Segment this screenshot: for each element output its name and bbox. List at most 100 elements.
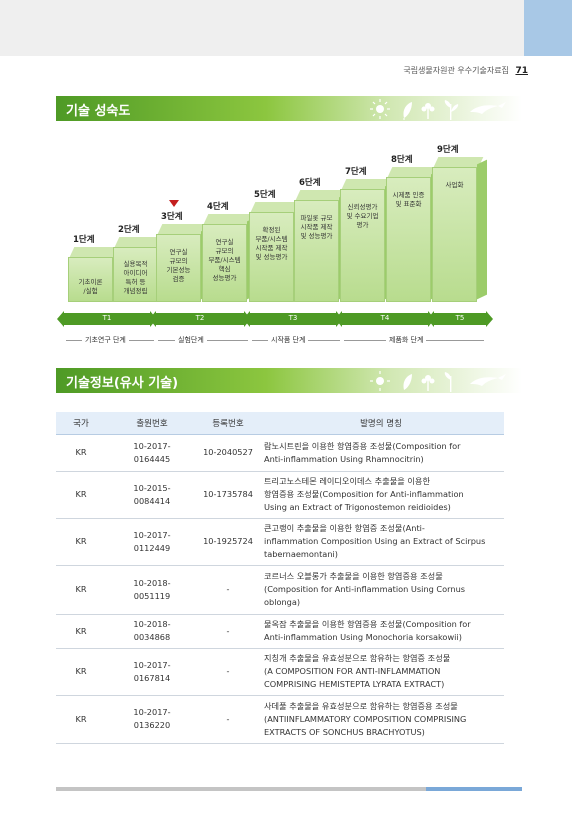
phase-bar-label: T4 [380, 314, 390, 322]
phase-label: 시작품 단계 [268, 335, 309, 345]
top-band [0, 0, 572, 56]
stage-description-line: 특허 등 [125, 278, 146, 286]
cell-invention-title: 코르너스 오블롱가 추출물을 이용한 항염증용 조성물 (Composition … [258, 565, 504, 615]
arrow-right-icon [486, 311, 493, 327]
stage-front-face [156, 234, 201, 302]
phase-label: 실험단계 [175, 335, 207, 345]
application-no-line: 0164445 [133, 453, 171, 464]
footer-line [56, 787, 522, 791]
stage-front-face [386, 177, 431, 302]
application-no-line: 0167814 [133, 672, 171, 683]
invention-title-line: 지칭개 추출물을 유효성분으로 함유하는 항염증 조성물 [264, 653, 451, 663]
bird-icon [470, 374, 506, 386]
invention-title-line: tabernaemontani) [264, 549, 338, 559]
stage-top-face [69, 247, 120, 257]
invention-title-line: Anti-inflammation Using Rhamnocitrin) [264, 453, 424, 464]
plant-icon [444, 372, 452, 392]
application-no-line: 0051119 [133, 590, 171, 601]
table-row: KR 10-2017- 0112449 10-1925724 큰고랭이 추출물을 이용한… [56, 518, 504, 566]
cell-application-no: 10-2018- 0051119 [106, 565, 198, 615]
arrow-left-icon [149, 311, 156, 327]
stage-description-line: 검증 [172, 275, 185, 283]
cell-country: KR [56, 518, 106, 566]
page-number: 71 [515, 66, 528, 76]
header-registration-no: 등록번호 [198, 412, 258, 435]
stage-top-face [433, 157, 484, 167]
stage-label: 7단계 [345, 167, 367, 177]
stage-description-line: 실용목적 [123, 260, 148, 268]
phase-label: 제품화 단계 [386, 335, 427, 345]
plant-icon [444, 100, 459, 120]
invention-title-line: 물옥잠 추출물을 이용한 항염증용 조성물(Composition for [264, 619, 471, 629]
stage-description-line: 시작품 제작 [255, 244, 288, 252]
stage-description-line: 평가 [356, 221, 369, 229]
sun-icon [370, 371, 390, 391]
stage-description-line: 규모의 [215, 247, 234, 255]
stage-description-line: 및 성능평가 [255, 253, 288, 261]
stage-description-line: 사업화 [445, 181, 464, 189]
stage-description-line: 시작품 제작 [300, 223, 333, 231]
phase-bar-label: T2 [195, 314, 205, 322]
application-no-line: 10-2017- [133, 707, 171, 717]
stage-label: 6단계 [299, 178, 321, 188]
top-accent-block [524, 0, 572, 56]
invention-title-line: EXTRACTS OF SONCHUS BRACHYOTUS) [264, 726, 425, 737]
section-title-similar-tech: 기술정보(유사 기술) [66, 376, 179, 391]
stage-description-line: 기본성능 [166, 266, 191, 274]
nature-icons [370, 99, 506, 120]
stage-description-line: 아이디어 [123, 269, 148, 277]
stage-top-face [295, 190, 346, 200]
stage-description-line: 시제품 인증 [392, 191, 425, 199]
stage-description-line: 파일롯 규모 [300, 214, 333, 222]
application-no-line: 10-2018- [133, 577, 171, 588]
stage-front-face [340, 189, 385, 302]
table-header-row: 국가 출원번호 등록번호 발명의 명칭 [56, 412, 504, 435]
cell-invention-title: 큰고랭이 추출물을 이용한 항염증 조성물(Anti-inflammation … [258, 518, 504, 566]
cell-country: KR [56, 565, 106, 615]
header-invention-title: 발명의 명칭 [258, 412, 504, 435]
flower-icon [421, 103, 435, 119]
table-row: KR 10-2017- 0167814 - 지칭개 추출물을 유효성분으로 함유하는 항… [56, 648, 504, 696]
cell-application-no: 10-2015- 0084414 [106, 471, 198, 519]
cell-registration-no: - [198, 695, 258, 744]
arrow-left-icon [57, 311, 64, 327]
stage-top-face [203, 214, 254, 224]
stage-description: 기초이론/실험 [68, 278, 113, 296]
table-row: KR 10-2017- 0164445 10-2040527 람노시트린을 이용한 항염… [56, 434, 504, 472]
phase-bar-t1: T1 [57, 311, 157, 327]
flower-icon [421, 375, 435, 391]
cell-application-no: 10-2017- 0164445 [106, 434, 198, 472]
stage-description-line: 성능평가 [212, 274, 237, 282]
stage-top-face [250, 202, 301, 212]
stage-description-line: 연구실 [215, 238, 234, 246]
table-row: KR 10-2018- 0034868 - 물옥잠 추출물을 이용한 항염증용 조성물(… [56, 614, 504, 649]
leaf-icon [403, 374, 412, 390]
table-row: KR 10-2015- 0084414 10-1735784 트리고노스테몬 레이디오이… [56, 471, 504, 519]
application-no-line: 0136220 [133, 720, 171, 730]
cell-registration-no: 10-1925724 [198, 518, 258, 566]
arrow-left-icon [427, 311, 434, 327]
phase-label: 기초연구 단계 [82, 335, 129, 345]
application-no-line: 10-2017- [133, 440, 171, 451]
invention-title-line: (Composition for Anti-inflammation Using… [264, 584, 466, 594]
stage-description-line: 신뢰성평가 [347, 203, 378, 211]
stage-front-face [249, 212, 294, 302]
cell-invention-title: 사데풀 추출물을 유효성분으로 함유하는 항염증용 조성물 (ANTIINFLAM… [258, 695, 504, 744]
cell-registration-no: - [198, 614, 258, 649]
invention-title-line: COMPRISING HEMISTEPTA LYRATA EXTRACT) [264, 679, 445, 689]
cell-application-no: 10-2017- 0112449 [106, 518, 198, 566]
invention-title-line: (A COMPOSITION FOR ANTI-INFLAMMATION [264, 666, 441, 676]
stage-description-line: 확정된 [262, 226, 281, 234]
invention-title-line: Using an Extract of Trigonostemon reidio… [264, 502, 451, 512]
stage-description-line: 및 수요기업 [346, 212, 379, 220]
current-stage-marker-icon [169, 200, 179, 207]
stage-label: 1단계 [73, 235, 95, 245]
header-application-no: 출원번호 [106, 412, 198, 435]
arrow-left-icon [243, 311, 250, 327]
phase-bar-t3: T3 [243, 311, 343, 327]
similar-tech-table: 국가 출원번호 등록번호 발명의 명칭 KR 10-2017- 0164445 10-… [56, 412, 504, 744]
cell-registration-no: 10-2040527 [198, 434, 258, 472]
cell-invention-title: 물옥잠 추출물을 이용한 항염증용 조성물(Composition for Ant… [258, 614, 504, 649]
stage-top-face [157, 224, 208, 234]
invention-title-line: 트리고노스테몬 레이디오이데스 추출물을 이용한 [264, 476, 430, 486]
